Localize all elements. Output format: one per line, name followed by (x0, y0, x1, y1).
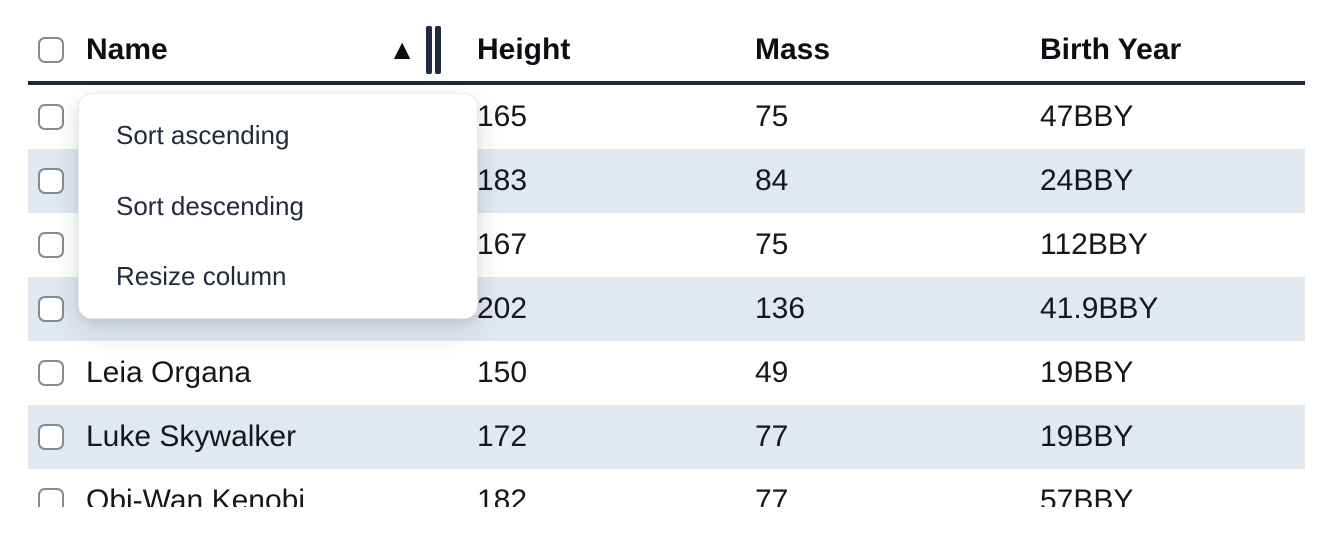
cell-mass: 136 (755, 292, 806, 325)
cell-height: 172 (477, 420, 528, 453)
data-table: Name ▲ Height Mass Birth Year 165 75 47B… (28, 0, 1305, 507)
column-header-birth-year[interactable]: Birth Year (1040, 32, 1182, 66)
column-header-name[interactable]: Name ▲ (86, 25, 477, 74)
table-header-row: Name ▲ Height Mass Birth Year (28, 0, 1305, 85)
cell-birth-year: 19BBY (1040, 356, 1134, 389)
resize-bar-icon (426, 25, 432, 74)
cell-mass: 77 (755, 420, 789, 453)
cell-mass: 49 (755, 356, 789, 389)
row-checkbox[interactable] (38, 360, 64, 386)
cell-mass: 77 (755, 484, 789, 507)
cell-height: 150 (477, 356, 528, 389)
select-all-checkbox[interactable] (38, 36, 64, 63)
cell-birth-year: 41.9BBY (1040, 292, 1159, 325)
cell-height: 165 (477, 100, 528, 133)
column-resize-handle[interactable] (426, 25, 441, 74)
row-checkbox[interactable] (38, 168, 64, 194)
select-all-cell (28, 36, 86, 63)
cell-name: Leia Organa (86, 356, 252, 389)
cell-mass: 84 (755, 164, 789, 197)
row-checkbox[interactable] (38, 424, 64, 450)
row-checkbox[interactable] (38, 296, 64, 322)
row-checkbox[interactable] (38, 488, 64, 507)
sort-ascending-icon: ▲ (388, 33, 416, 65)
table-row: Obi-Wan Kenobi 182 77 57BBY (28, 469, 1305, 507)
cell-height: 202 (477, 292, 528, 325)
column-header-mass[interactable]: Mass (755, 32, 831, 66)
cell-birth-year: 57BBY (1040, 484, 1134, 507)
cell-height: 183 (477, 164, 528, 197)
column-header-height[interactable]: Height (477, 32, 571, 66)
row-checkbox[interactable] (38, 104, 64, 130)
cell-height: 182 (477, 484, 528, 507)
cell-birth-year: 19BBY (1040, 420, 1134, 453)
table-row: Leia Organa 150 49 19BBY (28, 341, 1305, 405)
table-row: Luke Skywalker 172 77 19BBY (28, 405, 1305, 469)
cell-mass: 75 (755, 228, 789, 261)
column-context-menu: Sort ascending Sort descending Resize co… (78, 93, 478, 319)
row-checkbox[interactable] (38, 232, 64, 258)
resize-bar-icon (435, 25, 441, 74)
cell-name: Luke Skywalker (86, 420, 297, 453)
cell-birth-year: 47BBY (1040, 100, 1134, 133)
menu-item-sort-ascending[interactable]: Sort ascending (116, 119, 290, 150)
cell-name: Obi-Wan Kenobi (86, 484, 305, 507)
column-label-name: Name (86, 32, 168, 66)
menu-item-sort-descending[interactable]: Sort descending (116, 190, 304, 221)
cell-birth-year: 112BBY (1040, 228, 1148, 261)
menu-item-resize-column[interactable]: Resize column (116, 261, 287, 292)
cell-height: 167 (477, 228, 528, 261)
cell-mass: 75 (755, 100, 789, 133)
cell-birth-year: 24BBY (1040, 164, 1134, 197)
